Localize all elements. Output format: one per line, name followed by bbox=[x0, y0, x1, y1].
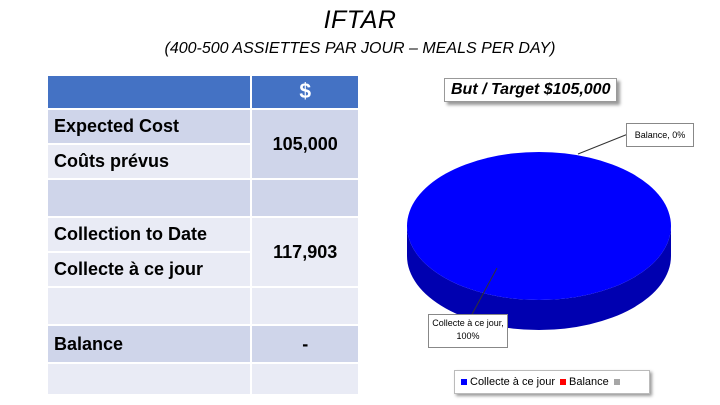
expected-cost-label-en: Expected Cost bbox=[45, 108, 253, 145]
empty-cell bbox=[45, 178, 253, 218]
empty-cell bbox=[45, 362, 253, 396]
table-row: Expected Cost 105,000 bbox=[45, 108, 360, 180]
expected-cost-value: 105,000 bbox=[250, 108, 360, 180]
chart-legend: Collecte à ce jour Balance bbox=[454, 370, 650, 394]
empty-cell bbox=[250, 286, 360, 326]
empty-cell bbox=[250, 178, 360, 218]
collecte-leader-line bbox=[469, 267, 498, 319]
chart-title: But / Target $105,000 bbox=[444, 78, 618, 102]
table-row: Collection to Date 117,903 bbox=[45, 216, 360, 288]
table-header-row: $ bbox=[45, 74, 360, 110]
legend-item: Balance bbox=[560, 376, 609, 388]
header-blank-cell bbox=[45, 74, 253, 110]
balance-label: Balance bbox=[45, 324, 253, 364]
legend-item bbox=[613, 379, 623, 385]
legend-item: Collecte à ce jour bbox=[461, 376, 555, 388]
legend-swatch bbox=[461, 379, 467, 385]
pie-slice-side bbox=[407, 226, 671, 330]
collection-label-en: Collection to Date bbox=[45, 216, 253, 253]
table-row bbox=[45, 286, 360, 326]
page-title: IFTAR bbox=[323, 6, 397, 34]
collecte-data-label: Collecte à ce jour, 100% bbox=[428, 314, 508, 348]
table-row bbox=[45, 178, 360, 218]
collection-label-fr: Collecte à ce jour bbox=[45, 251, 253, 288]
table-row bbox=[45, 362, 360, 396]
balance-value: - bbox=[250, 324, 360, 364]
table-row: Balance - bbox=[45, 324, 360, 364]
empty-cell bbox=[45, 286, 253, 326]
legend-swatch bbox=[613, 379, 620, 385]
balance-leader-line bbox=[577, 133, 629, 155]
collection-value: 117,903 bbox=[250, 216, 360, 288]
table-row: Coûts prévus bbox=[45, 143, 359, 180]
balance-data-label: Balance, 0% bbox=[626, 123, 694, 147]
empty-cell bbox=[250, 362, 360, 396]
expected-cost-label-fr: Coûts prévus bbox=[45, 143, 253, 180]
page-subtitle: (400-500 ASSIETTES PAR JOUR – MEALS PER … bbox=[164, 40, 556, 57]
legend-label: Collecte à ce jour bbox=[470, 376, 555, 388]
legend-swatch bbox=[560, 379, 566, 385]
legend-label: Balance bbox=[569, 376, 609, 388]
cost-table: $ Expected Cost 105,000 Coûts prévus Col… bbox=[45, 74, 360, 396]
table-row: Collecte à ce jour bbox=[45, 251, 359, 288]
currency-header: $ bbox=[250, 74, 360, 110]
pie-slice bbox=[407, 152, 671, 300]
